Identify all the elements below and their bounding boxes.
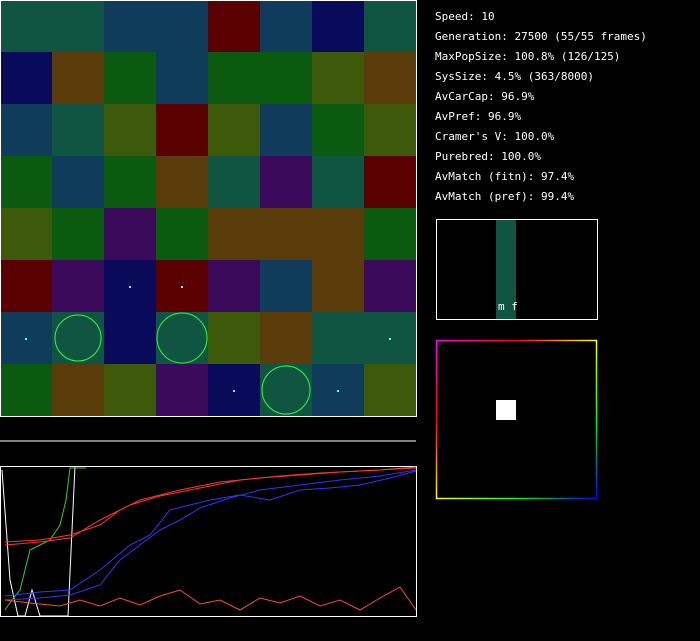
- dot: [337, 390, 339, 392]
- grid-border: [0, 0, 417, 417]
- grid-cell: [208, 208, 260, 260]
- grid-cell: [312, 52, 364, 104]
- stat-line: Speed: 10: [435, 10, 495, 23]
- grid-cell: [0, 364, 52, 416]
- agents: [54, 312, 311, 415]
- stat-line: AvMatch (fitn): 97.4%: [435, 170, 574, 183]
- grid-cell: [364, 208, 416, 260]
- plot-line: [4, 467, 417, 546]
- grid-cell: [312, 0, 364, 52]
- agent: [54, 314, 102, 362]
- grid-cell: [260, 104, 312, 156]
- grid-cell: [52, 260, 104, 312]
- dot: [389, 338, 391, 340]
- grid-cell: [208, 156, 260, 208]
- grid-cell: [312, 208, 364, 260]
- grid-cell: [312, 104, 364, 156]
- stat-line: Purebred: 100.0%: [435, 150, 541, 163]
- grid-cell: [156, 156, 208, 208]
- grid-cell: [260, 260, 312, 312]
- stat-line: AvPref: 96.9%: [435, 110, 521, 123]
- stat-line: Generation: 27500 (55/55 frames): [435, 30, 647, 43]
- stats-panel: Speed: 10 Generation: 27500 (55/55 frames…: [435, 10, 647, 203]
- grid-cell: [364, 104, 416, 156]
- grid-cell: [0, 156, 52, 208]
- grid-cell: [104, 0, 156, 52]
- grid-cell: [260, 312, 312, 364]
- grid-cell: [52, 156, 104, 208]
- grid-cell: [104, 52, 156, 104]
- grid-cell: [208, 104, 260, 156]
- plot-border: [0, 466, 417, 617]
- grid-cell: [364, 52, 416, 104]
- grid-cell: [52, 104, 104, 156]
- grid-cell: [156, 364, 208, 416]
- history-plot: [1, 465, 417, 617]
- dot: [181, 286, 183, 288]
- grid-cell: [156, 0, 208, 52]
- plot-line: [1, 465, 76, 617]
- grid-cell: [52, 52, 104, 104]
- grid-cell: [364, 260, 416, 312]
- grid-cell: [104, 364, 156, 416]
- grid-cell: [104, 156, 156, 208]
- stat-line: Cramer's V: 100.0%: [435, 130, 555, 143]
- plot-line: [4, 470, 417, 597]
- plot-line: [4, 586, 417, 611]
- grid-cell: [52, 364, 104, 416]
- stat-line: AvMatch (pref): 99.4%: [435, 190, 574, 203]
- grid-cell: [364, 0, 416, 52]
- grid-cell: [156, 52, 208, 104]
- grid-cell: [52, 208, 104, 260]
- stat-line: AvCarCap: 96.9%: [435, 90, 535, 103]
- grid-cell: [52, 0, 104, 52]
- histogram-label: m f: [498, 300, 518, 313]
- grid-cell: [0, 260, 52, 312]
- grid-cell: [0, 52, 52, 104]
- grid-cell: [312, 260, 364, 312]
- grid-cell: [312, 156, 364, 208]
- grid-cell: [104, 208, 156, 260]
- grid-cell: [156, 208, 208, 260]
- grid-cell: [104, 312, 156, 364]
- grid-cell: [364, 364, 416, 416]
- grid-cell: [0, 104, 52, 156]
- grid-cell: [364, 156, 416, 208]
- dot: [233, 390, 235, 392]
- dot: [25, 338, 27, 340]
- grid-cell: [260, 0, 312, 52]
- plot-line: [4, 469, 417, 601]
- grid-cell: [104, 104, 156, 156]
- histogram-bar: [496, 220, 516, 319]
- agent: [156, 312, 208, 364]
- grid-cell: [156, 104, 208, 156]
- grid-cell: [312, 312, 364, 364]
- grid-cell: [0, 208, 52, 260]
- color-map-marker: [496, 400, 516, 420]
- grid-cell: [260, 208, 312, 260]
- agent: [261, 365, 311, 415]
- dot: [129, 286, 131, 288]
- grid-cell: [0, 0, 52, 52]
- food-dots: [25, 286, 391, 392]
- color-map-border: [435, 339, 598, 500]
- grid-cell: [260, 52, 312, 104]
- grid-cell: [208, 52, 260, 104]
- grid-cell: [208, 0, 260, 52]
- grid-cell: [208, 312, 260, 364]
- grid-cell: [208, 260, 260, 312]
- grid-cell: [260, 156, 312, 208]
- stat-line: MaxPopSize: 100.8% (126/125): [435, 50, 620, 63]
- stat-line: SysSize: 4.5% (363/8000): [435, 70, 594, 83]
